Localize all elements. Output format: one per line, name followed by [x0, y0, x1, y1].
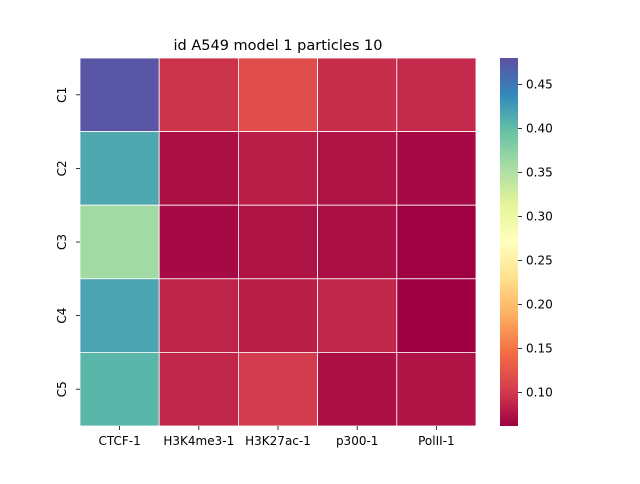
colorbar-tick-label: 0.25 [526, 253, 553, 267]
x-tick-label: CTCF-1 [98, 434, 140, 448]
colorbar: 0.10 0.15 0.20 0.25 0.30 0.35 0.40 0.45 [500, 58, 553, 426]
heatmap-cell-C1-p300-1 [317, 57, 398, 132]
heatmap-cell-C4-CTCF-1 [79, 278, 160, 353]
heatmap-cell-C3-H3K4me3-1 [158, 204, 239, 280]
colorbar-tick-label: 0.35 [526, 165, 553, 179]
heatmap-cell-C3-H3K27ac-1 [237, 204, 318, 280]
heatmap-cell-C5-CTCF-1 [79, 351, 160, 427]
x-tick-label: PolII-1 [418, 434, 455, 448]
heatmap-cell-C3-p300-1 [317, 204, 398, 280]
y-axis-ticks: C1 C2 C3 C4 C5 [55, 87, 80, 397]
heatmap-cell-C1-H3K27ac-1 [237, 57, 318, 132]
heatmap-cell-C2-p300-1 [317, 131, 398, 206]
x-axis-ticks: CTCF-1 H3K4me3-1 H3K27ac-1 p300-1 PolII-1 [98, 426, 455, 448]
heatmap-cells [79, 57, 477, 427]
colorbar-tick-label: 0.45 [526, 77, 553, 91]
heatmap-cell-C2-H3K27ac-1 [237, 131, 318, 206]
colorbar-gradient [500, 58, 518, 426]
x-tick-label: H3K27ac-1 [245, 434, 311, 448]
colorbar-tick-label: 0.15 [526, 342, 553, 356]
y-tick-label: C3 [55, 234, 69, 250]
heatmap-cell-C5-PolII-1 [396, 351, 477, 427]
heatmap-cell-C4-H3K4me3-1 [158, 278, 239, 353]
heatmap-cell-C2-PolII-1 [396, 131, 477, 206]
heatmap-cell-C2-H3K4me3-1 [158, 131, 239, 206]
x-tick-label: p300-1 [336, 434, 379, 448]
heatmap-cell-C1-H3K4me3-1 [158, 57, 239, 132]
heatmap-cell-C4-H3K27ac-1 [237, 278, 318, 353]
heatmap-cell-C1-CTCF-1 [79, 57, 160, 132]
x-tick-label: H3K4me3-1 [163, 434, 234, 448]
heatmap-cell-C4-p300-1 [317, 278, 398, 353]
heatmap-cell-C1-PolII-1 [396, 57, 477, 132]
heatmap-cell-C4-PolII-1 [396, 278, 477, 353]
y-tick-label: C1 [55, 87, 69, 103]
heatmap-cell-C3-CTCF-1 [79, 204, 160, 280]
heatmap-cell-C3-PolII-1 [396, 204, 477, 280]
colorbar-tick-label: 0.10 [526, 386, 553, 400]
chart-title: id A549 model 1 particles 10 [174, 38, 383, 54]
heatmap-cell-C5-p300-1 [317, 351, 398, 427]
y-tick-label: C4 [55, 308, 69, 324]
colorbar-tick-label: 0.20 [526, 298, 553, 312]
colorbar-tick-label: 0.30 [526, 209, 553, 223]
heatmap-cell-C5-H3K4me3-1 [158, 351, 239, 427]
y-tick-label: C5 [55, 381, 69, 397]
heatmap-cell-C2-CTCF-1 [79, 131, 160, 206]
heatmap-cell-C5-H3K27ac-1 [237, 351, 318, 427]
y-tick-label: C2 [55, 160, 69, 176]
colorbar-tick-label: 0.40 [526, 121, 553, 135]
